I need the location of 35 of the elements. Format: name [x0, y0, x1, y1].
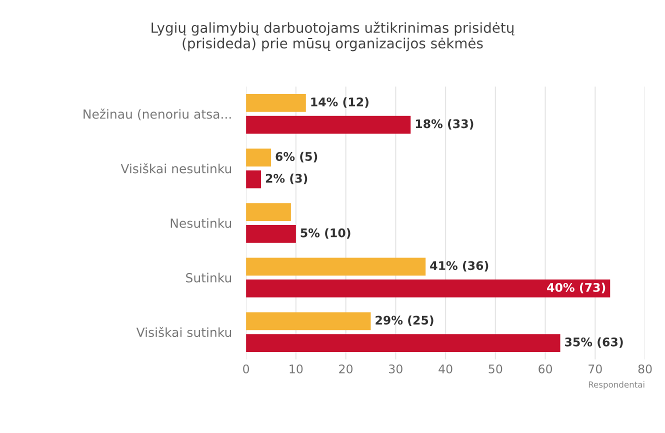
- bar: [246, 94, 306, 112]
- data-label: 18% (33): [416, 119, 474, 130]
- x-tick-label: 40: [438, 364, 452, 374]
- x-tick-label: 80: [638, 364, 652, 374]
- bar: [246, 170, 262, 188]
- bar: [246, 224, 296, 243]
- y-tick-label: Visiškai sutinku: [136, 326, 232, 338]
- data-label: 29% (25): [376, 316, 434, 326]
- bar: [246, 203, 291, 222]
- data-label: 41% (36): [430, 260, 488, 272]
- data-label: 6% (5): [276, 152, 318, 162]
- data-label: 2% (3): [266, 174, 308, 184]
- y-tick-label: Sutinku: [186, 272, 232, 282]
- data-label: 14% (12): [311, 97, 368, 108]
- x-tick-label: 30: [389, 364, 402, 374]
- bar: [246, 116, 411, 134]
- bar: [246, 258, 426, 276]
- bar: [246, 148, 271, 166]
- y-tick-label: Nesutinku: [170, 218, 232, 228]
- x-tick-label: 50: [488, 364, 502, 374]
- x-tick-label: 20: [339, 364, 353, 374]
- x-axis-title: Respondentai: [588, 381, 644, 390]
- bar: [246, 312, 371, 330]
- bar: [246, 334, 560, 352]
- data-label: 35% (63): [565, 337, 623, 348]
- x-tick-label: 0: [243, 364, 250, 374]
- chart-title: Lygių galimybių darbuotojams užtikrinimas prisidėtų (prisideda) prie mūsų organizacijos sėkmės: [152, 22, 514, 52]
- data-label: 5% (10): [300, 228, 350, 239]
- bar: [246, 280, 610, 298]
- x-tick-label: 70: [588, 364, 602, 374]
- x-tick-label: 10: [290, 364, 303, 374]
- x-tick-label: 60: [538, 364, 552, 374]
- data-label: 40% (73): [547, 282, 606, 294]
- y-tick-label: Visiškai nesutinku: [120, 163, 232, 174]
- y-tick-label: Nežinau (nenoriu atsa...: [84, 108, 231, 120]
